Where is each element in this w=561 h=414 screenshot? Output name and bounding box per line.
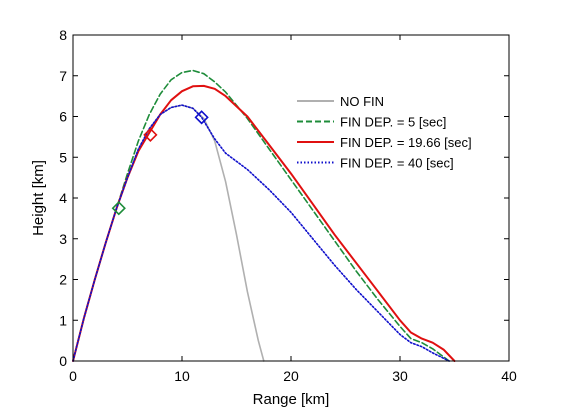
x-tick-label: 30 <box>392 368 408 384</box>
legend-label-2: FIN DEP. = 5 [sec] <box>340 115 446 130</box>
y-tick-label: 4 <box>59 190 67 206</box>
y-tick-label: 2 <box>59 272 67 288</box>
legend-label-1: NO FIN <box>340 94 384 109</box>
plot-area-background <box>73 35 509 361</box>
legend-label-4: FIN DEP. = 40 [sec] <box>340 156 454 171</box>
y-tick-label: 5 <box>59 149 67 165</box>
legend-label-3: FIN DEP. = 19.66 [sec] <box>340 135 472 150</box>
marker-layer <box>111 110 209 216</box>
x-tick-label: 0 <box>69 368 77 384</box>
y-axis-label: Height [km] <box>30 160 47 236</box>
x-tick-label: 40 <box>501 368 517 384</box>
legend: NO FIN FIN DEP. = 5 [sec] FIN DEP. = 19.66… <box>297 94 472 171</box>
series-line-4 <box>72 104 450 362</box>
y-tick-label: 3 <box>59 231 67 247</box>
x-tick-label: 20 <box>283 368 299 384</box>
deployment-marker-3 <box>194 110 209 125</box>
x-tick-label: 10 <box>174 368 190 384</box>
y-tick-label: 6 <box>59 109 67 125</box>
tick-layer: 0 10 20 30 40 0 1 2 3 4 5 6 7 8 <box>59 27 517 384</box>
deployment-marker-2 <box>143 127 158 142</box>
y-tick-label: 1 <box>59 312 67 328</box>
y-tick-label: 0 <box>59 353 67 369</box>
deployment-marker-1 <box>111 201 126 216</box>
series-layer <box>72 69 456 362</box>
x-axis-label: Range [km] <box>253 391 330 408</box>
y-tick-label: 7 <box>59 68 67 84</box>
y-tick-label: 8 <box>59 27 67 43</box>
